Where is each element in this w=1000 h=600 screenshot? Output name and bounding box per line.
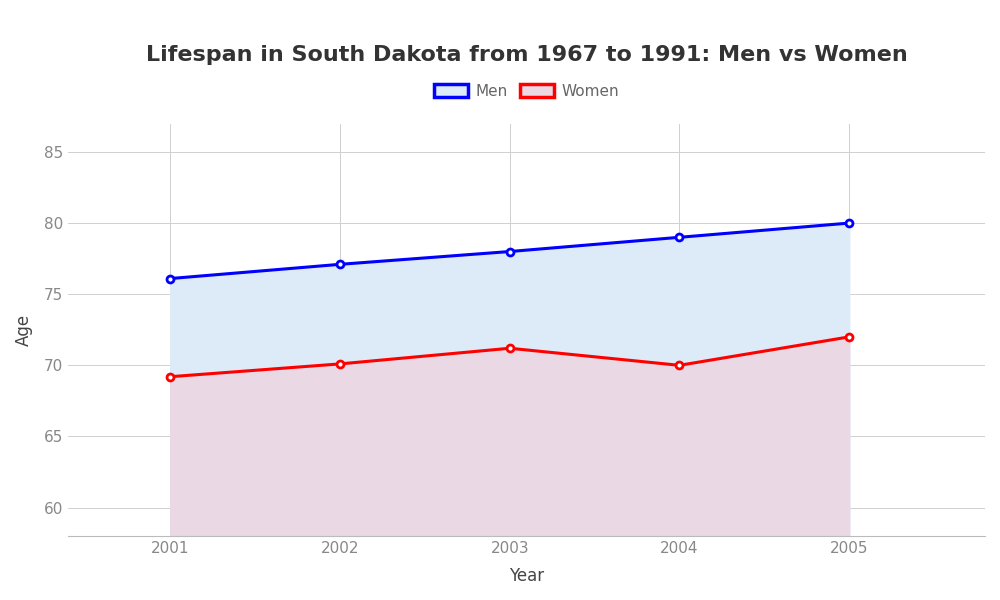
X-axis label: Year: Year xyxy=(509,567,544,585)
Legend: Men, Women: Men, Women xyxy=(428,77,625,105)
Title: Lifespan in South Dakota from 1967 to 1991: Men vs Women: Lifespan in South Dakota from 1967 to 19… xyxy=(146,45,908,65)
Y-axis label: Age: Age xyxy=(15,314,33,346)
